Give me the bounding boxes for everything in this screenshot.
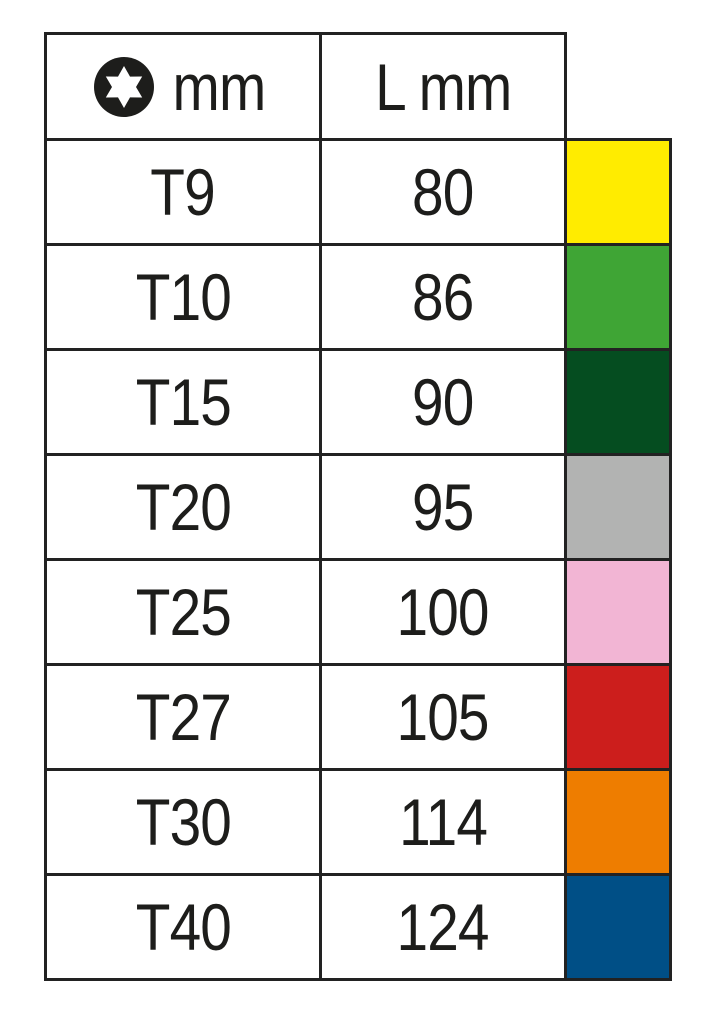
size-value: T9 <box>150 155 216 229</box>
torx-icon <box>94 56 155 117</box>
size-value: T10 <box>135 260 231 334</box>
size-value: T30 <box>135 785 231 859</box>
size-cell: T27 <box>44 663 322 771</box>
length-value: 90 <box>412 365 474 439</box>
color-swatch <box>564 768 672 876</box>
color-swatch <box>564 873 672 981</box>
length-value: 86 <box>412 260 474 334</box>
color-swatch <box>564 558 672 666</box>
length-cell: 105 <box>319 663 567 771</box>
color-swatch <box>564 453 672 561</box>
header-size: mm <box>44 32 322 141</box>
length-cell: 95 <box>319 453 567 561</box>
length-value: 80 <box>412 155 474 229</box>
length-cell: 86 <box>319 243 567 351</box>
length-value: 105 <box>396 680 490 754</box>
length-cell: 100 <box>319 558 567 666</box>
size-cell: T9 <box>44 138 322 246</box>
size-value: T25 <box>135 575 231 649</box>
color-swatch <box>564 663 672 771</box>
header-length: L mm <box>319 32 567 141</box>
size-cell: T25 <box>44 558 322 666</box>
length-cell: 114 <box>319 768 567 876</box>
header-size-label: mm <box>172 49 267 124</box>
size-value: T15 <box>135 365 231 439</box>
length-value: 95 <box>412 470 474 544</box>
size-cell: T20 <box>44 453 322 561</box>
length-value: 100 <box>396 575 490 649</box>
size-cell: T30 <box>44 768 322 876</box>
length-value: 124 <box>396 890 490 964</box>
size-cell: T15 <box>44 348 322 456</box>
size-cell: T10 <box>44 243 322 351</box>
length-cell: 80 <box>319 138 567 246</box>
length-cell: 124 <box>319 873 567 981</box>
color-swatch <box>564 348 672 456</box>
size-value: T27 <box>135 680 231 754</box>
length-cell: 90 <box>319 348 567 456</box>
header-length-label: L mm <box>374 49 512 124</box>
size-cell: T40 <box>44 873 322 981</box>
size-value: T40 <box>135 890 231 964</box>
color-swatch <box>564 243 672 351</box>
color-swatch <box>564 138 672 246</box>
length-value: 114 <box>399 785 488 859</box>
size-value: T20 <box>135 470 231 544</box>
